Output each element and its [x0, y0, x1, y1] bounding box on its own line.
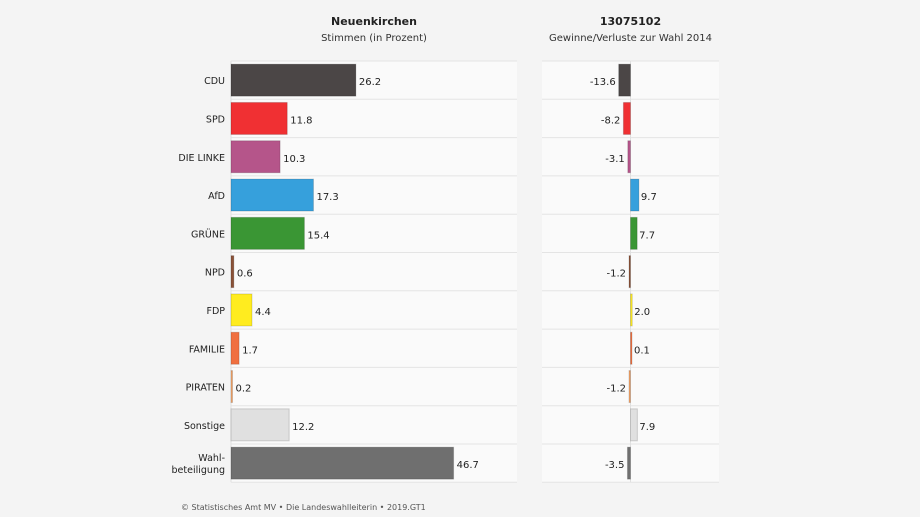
vote-bar [230, 101, 288, 135]
change-bar [630, 178, 640, 212]
vote-bar [230, 331, 240, 365]
vote-bar [230, 446, 455, 480]
change-bar [628, 255, 631, 289]
vote-bar [230, 178, 314, 212]
category-label: GRÜNE [191, 229, 225, 240]
vote-value-label: 4.4 [255, 307, 271, 318]
change-bar [627, 140, 632, 174]
category-label: NPD [205, 268, 225, 279]
change-value-label: -3.5 [605, 460, 625, 471]
category-label: FDP [206, 306, 225, 317]
right-chart-subtitle: Gewinne/Verluste zur Wahl 2014 [549, 33, 712, 44]
category-label: SPD [206, 114, 225, 125]
change-bar [626, 446, 632, 480]
vote-bar [230, 216, 305, 250]
change-bar [630, 408, 638, 442]
left-chart-title: Neuenkirchen [331, 15, 417, 28]
vote-value-label: 0.6 [237, 269, 253, 280]
change-value-label: -1.2 [606, 384, 626, 395]
vote-value-label: 15.4 [307, 230, 329, 241]
footer-credit: © Statistisches Amt MV • Die Landeswahll… [181, 503, 426, 512]
vote-bar [230, 140, 281, 174]
vote-bar [230, 255, 235, 289]
category-label: FAMILIE [189, 344, 225, 355]
vote-value-label: 0.2 [236, 384, 252, 395]
category-label: Wahl- [198, 453, 225, 464]
change-value-label: -13.6 [590, 77, 616, 88]
vote-value-label: 11.8 [290, 115, 312, 126]
vote-value-label: 46.7 [457, 460, 479, 471]
vote-value-label: 12.2 [292, 422, 314, 433]
change-value-label: -8.2 [601, 115, 621, 126]
category-label: CDU [204, 76, 225, 87]
right-chart-title: 13075102 [599, 15, 662, 28]
change-value-label: -1.2 [606, 269, 626, 280]
change-value-label: 0.1 [634, 345, 650, 356]
change-bar [622, 101, 632, 135]
category-label: AfD [208, 191, 225, 202]
vote-bar [230, 370, 233, 404]
change-value-label: -3.1 [605, 154, 625, 165]
vote-bar [230, 408, 290, 442]
vote-bar [230, 63, 357, 97]
vote-bar [230, 293, 253, 327]
category-label: beteiligung [172, 465, 225, 476]
vote-value-label: 1.7 [242, 345, 258, 356]
change-value-label: 7.7 [639, 230, 655, 241]
vote-value-label: 26.2 [359, 77, 381, 88]
change-bar [630, 293, 633, 327]
change-value-label: 7.9 [639, 422, 655, 433]
vote-value-label: 10.3 [283, 154, 305, 165]
change-value-label: 2.0 [634, 307, 650, 318]
change-value-label: 9.7 [641, 192, 657, 203]
change-bar [628, 370, 631, 404]
left-chart-subtitle: Stimmen (in Prozent) [321, 33, 427, 44]
category-label: DIE LINKE [178, 153, 225, 164]
vote-value-label: 17.3 [316, 192, 338, 203]
category-label: PIRATEN [186, 383, 225, 394]
change-bar [630, 331, 633, 365]
change-bar [630, 216, 638, 250]
change-bar [618, 63, 632, 97]
category-label: Sonstige [184, 421, 225, 432]
